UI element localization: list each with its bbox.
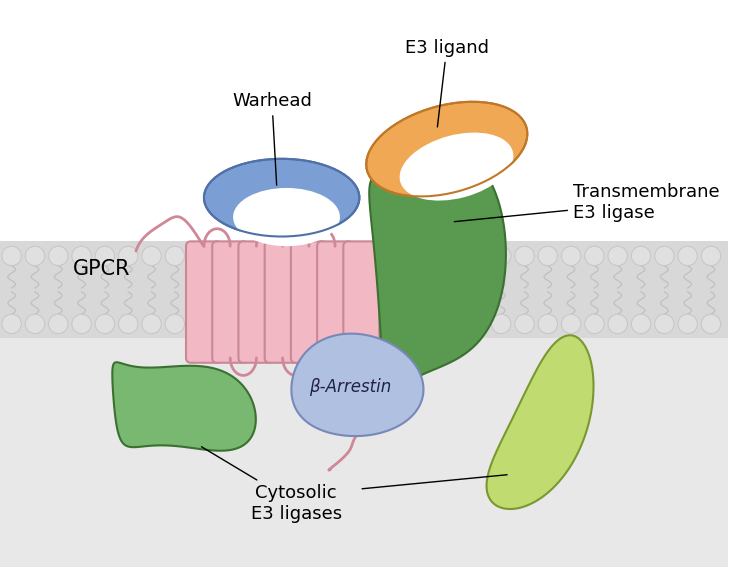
Circle shape (468, 246, 488, 266)
Circle shape (188, 246, 208, 266)
Circle shape (211, 246, 231, 266)
Circle shape (562, 314, 580, 334)
Circle shape (95, 246, 115, 266)
Circle shape (328, 246, 348, 266)
Circle shape (445, 314, 464, 334)
Circle shape (49, 246, 68, 266)
Circle shape (258, 246, 278, 266)
Text: E3 ligand: E3 ligand (405, 39, 489, 127)
FancyBboxPatch shape (344, 242, 380, 363)
FancyBboxPatch shape (265, 242, 301, 363)
Circle shape (655, 314, 674, 334)
Circle shape (422, 314, 441, 334)
Circle shape (2, 314, 21, 334)
Circle shape (2, 246, 21, 266)
Circle shape (445, 246, 464, 266)
Ellipse shape (366, 102, 527, 197)
FancyBboxPatch shape (317, 242, 353, 363)
Circle shape (655, 246, 674, 266)
Circle shape (118, 246, 138, 266)
Circle shape (328, 314, 348, 334)
Circle shape (514, 314, 534, 334)
Circle shape (701, 314, 721, 334)
Circle shape (632, 314, 651, 334)
Circle shape (72, 246, 92, 266)
Circle shape (188, 314, 208, 334)
Text: Transmembrane
E3 ligase: Transmembrane E3 ligase (454, 183, 720, 222)
Circle shape (632, 246, 651, 266)
Polygon shape (487, 335, 593, 509)
Circle shape (608, 246, 628, 266)
Circle shape (398, 246, 418, 266)
Ellipse shape (233, 188, 340, 246)
Polygon shape (292, 334, 424, 436)
Circle shape (538, 246, 557, 266)
Bar (0, 339, 728, 567)
FancyBboxPatch shape (291, 242, 327, 363)
Circle shape (678, 314, 698, 334)
Circle shape (562, 246, 580, 266)
Circle shape (468, 314, 488, 334)
Circle shape (375, 314, 394, 334)
Circle shape (422, 246, 441, 266)
Circle shape (142, 314, 161, 334)
Circle shape (282, 246, 301, 266)
Circle shape (72, 314, 92, 334)
Ellipse shape (400, 133, 514, 201)
Circle shape (701, 246, 721, 266)
Circle shape (491, 314, 511, 334)
Bar (0, 242, 728, 339)
FancyBboxPatch shape (212, 242, 248, 363)
Circle shape (235, 314, 254, 334)
Polygon shape (369, 148, 506, 393)
Ellipse shape (204, 159, 359, 236)
Circle shape (305, 246, 325, 266)
Circle shape (165, 246, 184, 266)
Text: β-Arrestin: β-Arrestin (308, 378, 391, 396)
Text: Cytosolic
E3 ligases: Cytosolic E3 ligases (202, 447, 342, 523)
Circle shape (26, 246, 45, 266)
Circle shape (352, 246, 371, 266)
Circle shape (375, 246, 394, 266)
Circle shape (608, 314, 628, 334)
Circle shape (585, 246, 604, 266)
Circle shape (305, 314, 325, 334)
Circle shape (352, 314, 371, 334)
Circle shape (538, 314, 557, 334)
FancyBboxPatch shape (238, 242, 274, 363)
Circle shape (678, 246, 698, 266)
FancyBboxPatch shape (186, 242, 222, 363)
Circle shape (118, 314, 138, 334)
Circle shape (49, 314, 68, 334)
Circle shape (585, 314, 604, 334)
Circle shape (282, 314, 301, 334)
Circle shape (235, 246, 254, 266)
Text: GPCR: GPCR (74, 259, 130, 278)
Circle shape (165, 314, 184, 334)
Text: Warhead: Warhead (232, 92, 312, 185)
Circle shape (398, 314, 418, 334)
Circle shape (514, 246, 534, 266)
Polygon shape (112, 362, 256, 451)
Circle shape (142, 246, 161, 266)
Circle shape (491, 246, 511, 266)
Circle shape (258, 314, 278, 334)
Circle shape (211, 314, 231, 334)
Circle shape (95, 314, 115, 334)
Circle shape (26, 314, 45, 334)
